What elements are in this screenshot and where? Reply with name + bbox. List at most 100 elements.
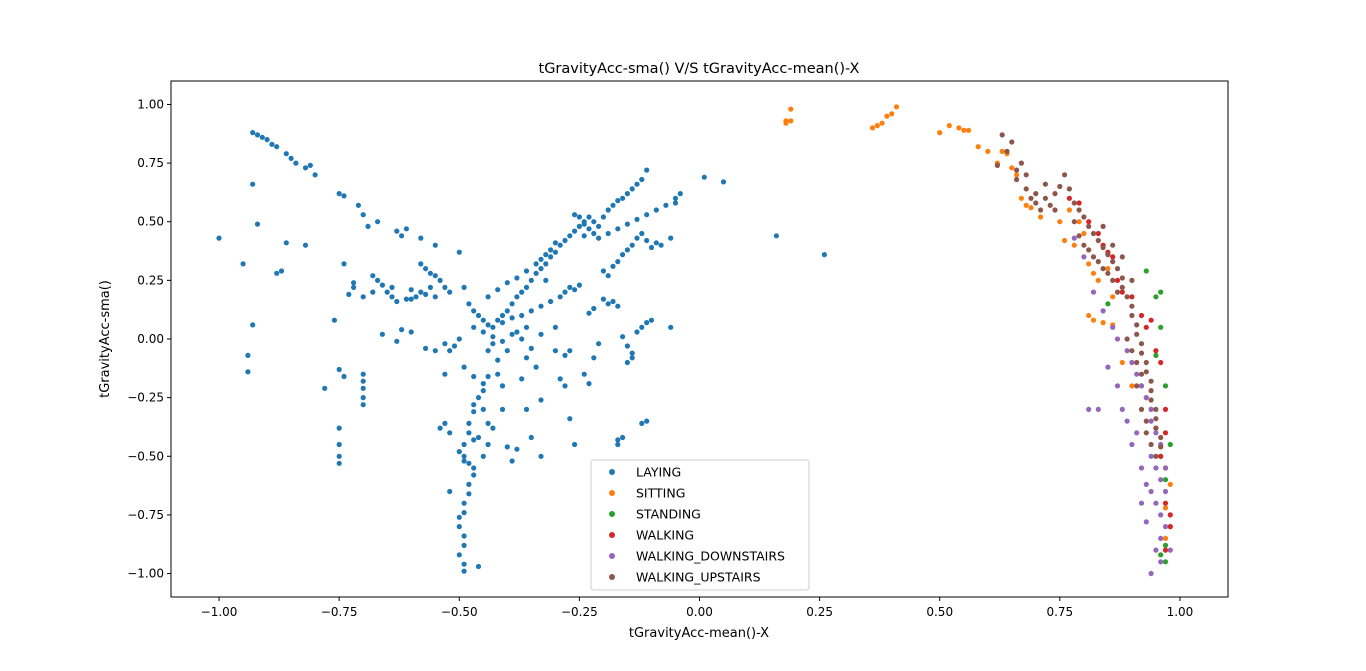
legend-label-3: WALKING — [636, 528, 694, 543]
data-point-0-279 — [480, 406, 486, 412]
data-point-3-11 — [1143, 324, 1149, 330]
data-point-5-22 — [1114, 266, 1121, 272]
data-point-3-19 — [1167, 512, 1173, 518]
data-point-0-257 — [543, 277, 549, 283]
data-point-5-13 — [1071, 200, 1077, 206]
x-axis-label: tGravityAcc-mean()-X — [629, 626, 769, 641]
data-point-0-233 — [620, 434, 626, 441]
data-point-4-2 — [1090, 289, 1097, 295]
data-point-0-7 — [288, 155, 294, 161]
data-point-1-17 — [999, 148, 1005, 154]
data-point-0-61 — [423, 291, 429, 297]
data-point-0-168 — [605, 301, 611, 307]
data-point-0-274 — [490, 341, 496, 347]
data-point-0-40 — [360, 395, 366, 401]
data-point-0-273 — [485, 348, 491, 354]
data-point-0-197 — [461, 509, 467, 516]
data-point-3-14 — [1158, 359, 1164, 366]
data-point-1-21 — [1014, 172, 1020, 178]
legend-label-2: STANDING — [636, 507, 701, 522]
data-point-4-39 — [1138, 500, 1145, 506]
data-point-0-132 — [677, 191, 683, 197]
data-point-4-12 — [1148, 418, 1154, 424]
x-tick-label: −0.25 — [561, 605, 598, 619]
data-point-5-36 — [1148, 397, 1154, 403]
data-point-0-73 — [442, 341, 448, 347]
data-point-0-74 — [447, 348, 453, 354]
data-point-0-125 — [615, 226, 621, 232]
data-point-5-21 — [1110, 259, 1116, 265]
data-point-0-215 — [514, 446, 520, 452]
data-point-0-88 — [509, 301, 515, 307]
data-point-0-22 — [302, 242, 309, 248]
data-point-5-16 — [1086, 223, 1092, 229]
data-point-0-173 — [528, 345, 534, 351]
data-point-5-45 — [1110, 277, 1116, 283]
data-point-5-31 — [1138, 350, 1145, 356]
data-point-0-238 — [629, 350, 635, 356]
data-point-0-51 — [403, 226, 409, 232]
data-point-4-35 — [1114, 383, 1121, 389]
data-point-0-32 — [336, 441, 342, 448]
data-point-0-251 — [821, 252, 828, 258]
data-point-5-47 — [1105, 270, 1111, 276]
data-point-0-242 — [639, 324, 645, 330]
data-point-5-69 — [1014, 167, 1020, 173]
data-point-0-9 — [302, 165, 309, 171]
data-point-0-157 — [610, 263, 616, 269]
data-point-1-44 — [1167, 481, 1173, 487]
data-point-0-174 — [533, 364, 539, 370]
data-point-0-2 — [259, 134, 265, 140]
data-point-2-4 — [1162, 383, 1169, 389]
data-point-0-78 — [471, 373, 477, 380]
data-point-0-227 — [591, 355, 597, 361]
data-point-4-17 — [1158, 477, 1164, 483]
legend: LAYING SITTING STANDING WALKING WALKING_DOWN… — [590, 459, 810, 591]
data-point-0-218 — [499, 383, 506, 389]
data-point-0-243 — [644, 320, 650, 326]
data-point-4-11 — [1148, 406, 1154, 412]
data-point-0-104 — [586, 214, 592, 220]
data-point-0-191 — [466, 460, 472, 466]
data-point-5-2 — [1004, 148, 1010, 154]
data-point-2-9 — [1158, 552, 1164, 558]
data-point-0-275 — [499, 338, 506, 344]
data-point-5-0 — [999, 132, 1005, 138]
data-point-3-8 — [1119, 289, 1125, 295]
data-point-0-55 — [427, 270, 433, 276]
data-point-0-127 — [634, 216, 640, 222]
data-point-1-6 — [879, 120, 885, 126]
data-point-0-4 — [269, 141, 275, 147]
data-point-0-161 — [629, 242, 635, 248]
data-point-0-8 — [293, 160, 299, 166]
data-point-0-271 — [351, 284, 357, 290]
data-point-0-28 — [336, 366, 342, 373]
legend-label-4: WALKING_DOWNSTAIRS — [636, 549, 785, 564]
data-point-0-167 — [600, 296, 607, 302]
data-point-0-250 — [773, 233, 780, 239]
data-point-0-278 — [475, 434, 482, 441]
data-point-0-50 — [399, 233, 405, 239]
data-point-1-23 — [1023, 202, 1029, 208]
data-point-0-264 — [394, 338, 400, 344]
data-point-0-192 — [471, 465, 477, 471]
data-point-0-58 — [442, 284, 448, 290]
data-point-0-172 — [538, 331, 544, 337]
data-point-0-228 — [596, 341, 602, 347]
data-point-0-111 — [620, 195, 626, 201]
data-point-3-18 — [1162, 500, 1169, 506]
data-point-0-141 — [504, 280, 510, 286]
data-point-5-61 — [1134, 383, 1140, 389]
data-point-0-220 — [538, 397, 544, 403]
data-point-4-33 — [1086, 406, 1092, 412]
data-point-0-254 — [528, 434, 534, 441]
data-point-0-163 — [639, 230, 645, 237]
data-point-1-5 — [874, 123, 880, 129]
data-point-2-11 — [1158, 289, 1164, 295]
data-point-5-66 — [1028, 195, 1034, 201]
data-point-0-30 — [351, 280, 357, 286]
data-point-0-223 — [562, 383, 568, 389]
data-point-0-56 — [432, 273, 438, 279]
data-point-0-110 — [615, 198, 621, 204]
data-point-0-80 — [471, 308, 477, 314]
